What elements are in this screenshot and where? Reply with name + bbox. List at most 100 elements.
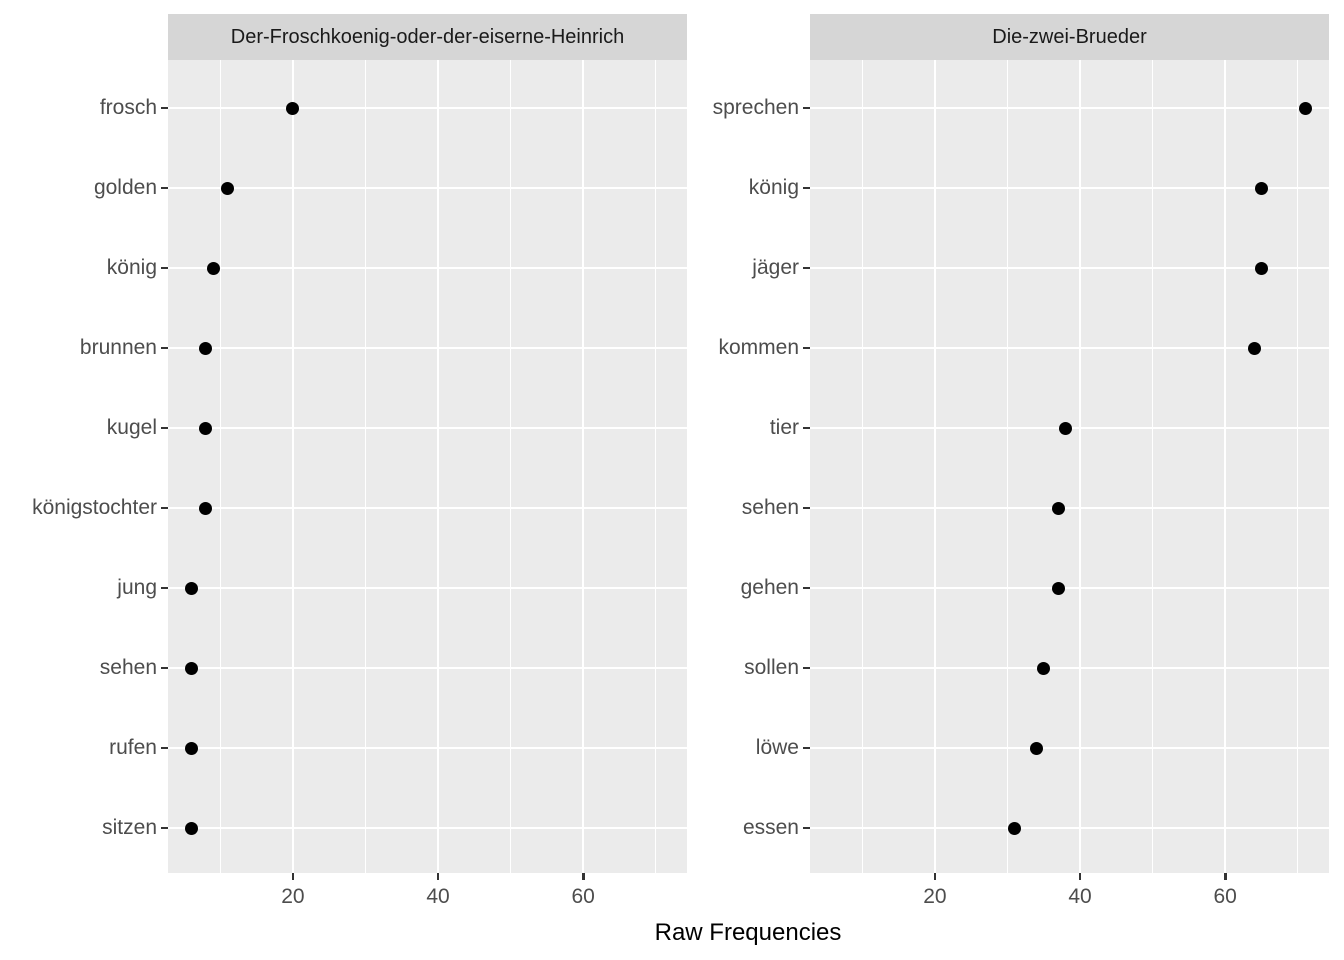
gridline-minor-v: [364, 60, 366, 873]
y-axis-tick: [803, 826, 810, 830]
plot-panel: [168, 60, 687, 873]
facet-strip: Die-zwei-Brueder: [810, 14, 1329, 60]
x-axis-tick: [436, 873, 440, 880]
y-axis-tick: [803, 266, 810, 270]
gridline-major-v: [933, 60, 936, 873]
data-point: [1037, 661, 1051, 675]
x-axis-tick-label: 20: [281, 885, 305, 908]
data-point: [1059, 421, 1072, 435]
y-axis-label: tier: [769, 416, 799, 439]
gridline-major-h: [810, 507, 1329, 509]
gridline-major-v: [1079, 60, 1081, 873]
y-axis-label: sehen: [99, 656, 157, 679]
gridline-major-h: [168, 667, 687, 669]
gridline-major-h: [810, 347, 1329, 349]
y-axis-label: jäger: [752, 256, 799, 279]
y-axis-label: jung: [117, 576, 157, 599]
gridline-major-h: [810, 667, 1329, 669]
y-axis-label: könig: [106, 256, 157, 279]
x-axis-tick-label: 60: [571, 885, 595, 908]
y-axis-tick: [161, 186, 168, 190]
gridline-major-h: [168, 267, 687, 269]
y-axis-label: gehen: [740, 576, 799, 599]
x-axis-tick-label: 40: [1068, 885, 1092, 908]
gridline-major-h: [810, 587, 1329, 589]
data-point: [221, 181, 234, 195]
gridline-major-v: [582, 60, 585, 873]
y-axis-tick: [161, 666, 168, 670]
data-point: [1030, 741, 1043, 755]
y-axis-tick: [803, 106, 810, 110]
y-axis-label: königstochter: [32, 496, 157, 519]
y-axis-label: golden: [93, 176, 157, 199]
data-point: [1051, 581, 1065, 595]
data-point: [1051, 501, 1065, 515]
gridline-minor-v: [1152, 60, 1154, 873]
y-axis-label: sitzen: [102, 816, 157, 839]
gridline-major-h: [168, 107, 687, 109]
data-point: [1298, 101, 1312, 115]
x-axis-tick: [933, 873, 937, 880]
gridline-major-h: [168, 827, 687, 829]
y-axis-tick: [803, 746, 810, 750]
y-axis-tick: [803, 506, 810, 510]
y-axis-tick: [161, 506, 168, 510]
gridline-major-h: [168, 427, 687, 429]
y-axis-tick: [803, 586, 810, 590]
facet-strip: Der-Froschkoenig-oder-der-eiserne-Heinri…: [168, 14, 687, 60]
gridline-minor-v: [1006, 60, 1008, 873]
y-axis-tick: [161, 826, 168, 830]
facet-strip-title: Die-zwei-Brueder: [992, 25, 1147, 48]
gridline-major-h: [810, 747, 1329, 749]
data-point: [206, 261, 220, 275]
gridline-major-h: [168, 187, 687, 189]
x-axis-tick-label: 40: [426, 885, 450, 908]
y-axis-tick: [161, 266, 168, 270]
x-axis-tick: [291, 873, 295, 880]
gridline-minor-v: [1297, 60, 1299, 873]
gridline-major-h: [810, 827, 1329, 829]
x-axis-tick-label: 20: [923, 885, 947, 908]
y-axis-tick: [161, 746, 168, 750]
facet-strip-title: Der-Froschkoenig-oder-der-eiserne-Heinri…: [230, 25, 625, 48]
y-axis-tick: [161, 586, 168, 590]
gridline-minor-v: [510, 60, 512, 873]
data-point: [1247, 341, 1261, 355]
gridline-minor-v: [219, 60, 221, 873]
data-point: [1255, 261, 1268, 275]
y-axis-label: essen: [742, 816, 799, 839]
y-axis-label: löwe: [755, 736, 799, 759]
gridline-major-h: [810, 107, 1329, 109]
y-axis-label: könig: [748, 176, 799, 199]
y-axis-label: rufen: [109, 736, 157, 759]
y-axis-label: brunnen: [79, 336, 157, 359]
data-point: [184, 581, 198, 595]
gridline-major-h: [168, 347, 687, 349]
data-point: [184, 821, 198, 835]
gridline-minor-v: [655, 60, 657, 873]
y-axis-label: sehen: [741, 496, 799, 519]
y-axis-tick: [803, 666, 810, 670]
gridline-major-h: [810, 267, 1329, 269]
gridline-major-h: [168, 747, 687, 749]
y-axis-label: frosch: [99, 96, 157, 119]
gridline-minor-v: [861, 60, 863, 873]
x-axis-tick-label: 60: [1213, 885, 1237, 908]
y-axis-tick: [803, 186, 810, 190]
data-point: [199, 341, 213, 355]
data-point: [184, 741, 198, 755]
x-axis-tick: [1224, 873, 1227, 880]
data-point: [1008, 821, 1022, 835]
y-axis-label: kugel: [106, 416, 157, 439]
y-axis-tick: [803, 426, 810, 430]
gridline-major-h: [168, 507, 687, 509]
data-point: [199, 501, 213, 515]
gridline-major-h: [810, 187, 1329, 189]
gridline-major-v: [291, 60, 294, 873]
y-axis-tick: [161, 346, 168, 350]
y-axis-label: sprechen: [712, 96, 799, 119]
data-point: [286, 101, 300, 115]
y-axis-label: kommen: [718, 336, 799, 359]
data-point: [184, 661, 198, 675]
data-point: [199, 421, 213, 435]
